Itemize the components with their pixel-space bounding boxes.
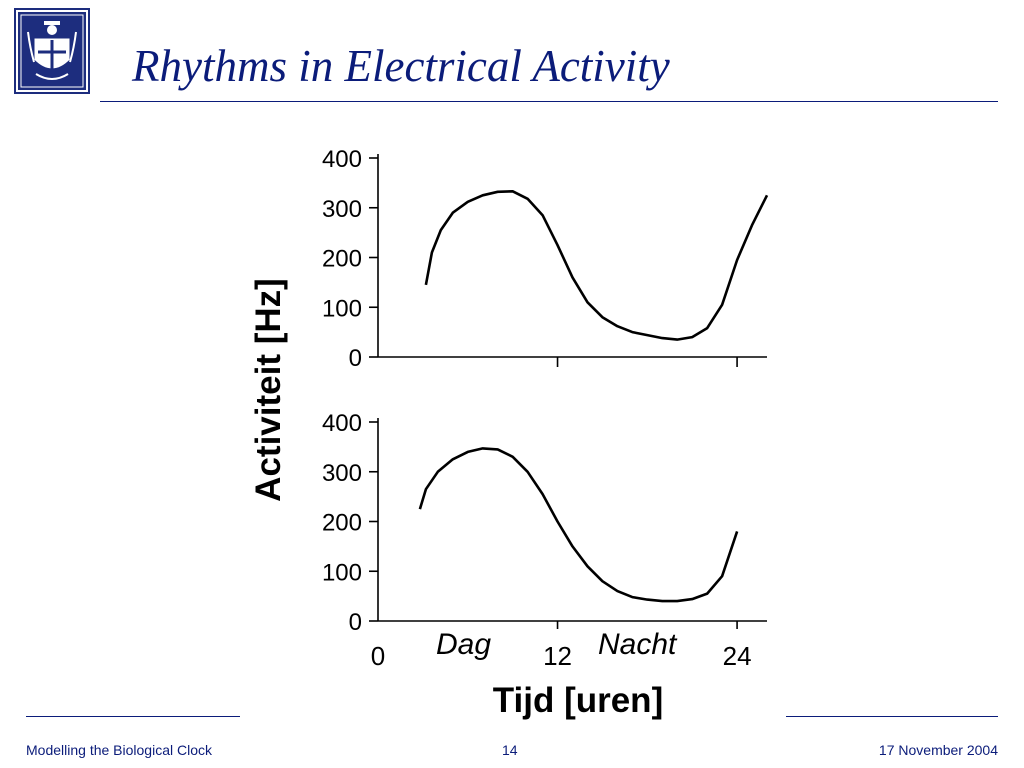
panel-1-y-tick-label: 0 [349,345,362,372]
footer-date: 17 November 2004 [878,742,998,758]
annotation-day: Dag [436,628,491,661]
panel-1-activity-series [424,190,769,341]
panel-2-y-tick-label: 300 [322,460,362,487]
x-tick-label: 0 [371,641,385,671]
panel-2-activity-series [418,447,739,603]
footer-course-title: Modelling the Biological Clock [26,742,212,758]
panel-1-y-tick-label: 300 [322,196,362,223]
panel-2-y-tick-label: 200 [322,510,362,537]
panel-2-y-tick-label: 400 [322,410,362,437]
plot-area: 0 100 200 300 400 0 100 200 300 400 0 12 24 [322,146,769,671]
panel-2-y-tick-label: 0 [349,609,362,636]
page-number: 14 [502,742,518,758]
x-tick-label: 12 [543,641,572,671]
activity-chart: Activiteit [Hz] Tijd [uren] Dag Nacht 0 1… [249,146,769,720]
y-axis-label: Activiteit [Hz] [249,278,288,502]
university-seal-icon [14,8,90,94]
footer-divider-left [26,716,240,717]
seal-graphic [14,8,90,94]
title-divider [100,101,998,102]
footer-divider-right [786,716,998,717]
x-axis-label: Tijd [uren] [493,681,663,720]
annotation-night: Nacht [598,628,678,661]
panel-1-y-tick-label: 100 [322,295,362,322]
panel-1-y-tick-label: 200 [322,246,362,273]
slide-title: Rhythms in Electrical Activity [132,41,670,91]
panel-2-y-tick-label: 100 [322,559,362,586]
x-tick-label: 24 [723,641,752,671]
panel-1-y-tick-label: 400 [322,146,362,173]
